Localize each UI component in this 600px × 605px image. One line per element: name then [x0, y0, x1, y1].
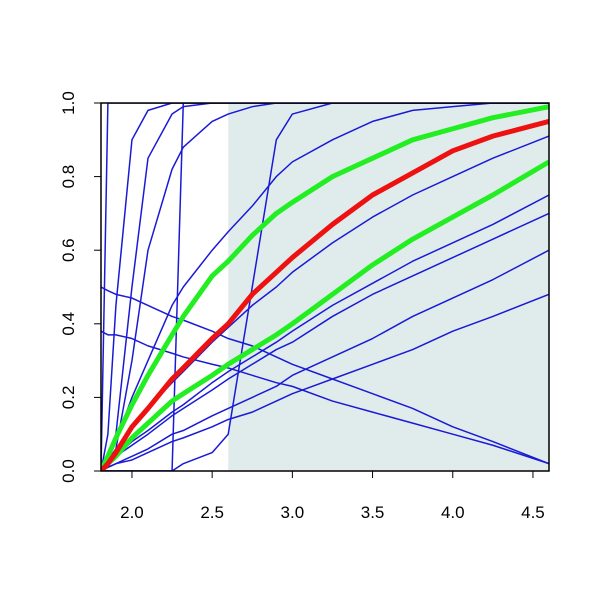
data-line	[101, 103, 549, 471]
data-line	[101, 103, 549, 471]
plot-area	[101, 103, 549, 471]
y-tick-label: 0.4	[59, 312, 78, 336]
y-tick-label: 0.8	[59, 165, 78, 189]
y-tick-label: 0.2	[59, 386, 78, 410]
data-line	[101, 249, 549, 471]
y-tick-label: 0.6	[59, 238, 78, 262]
x-tick-label: 3.0	[281, 503, 305, 522]
x-tick-label: 3.5	[361, 503, 385, 522]
data-line	[101, 103, 549, 471]
data-line	[101, 118, 549, 471]
data-line	[101, 330, 549, 465]
data-line	[101, 286, 549, 465]
y-tick-label: 0.0	[59, 459, 78, 483]
data-line	[101, 104, 549, 471]
x-tick-label: 2.0	[120, 503, 144, 522]
x-tick-label: 4.0	[441, 503, 465, 522]
x-tick-label: 2.5	[200, 503, 224, 522]
x-tick-label: 4.5	[521, 503, 545, 522]
y-tick-label: 1.0	[59, 91, 78, 115]
plot-frame	[100, 102, 550, 472]
data-line	[101, 103, 549, 471]
data-line	[101, 159, 549, 471]
data-line	[101, 293, 549, 471]
